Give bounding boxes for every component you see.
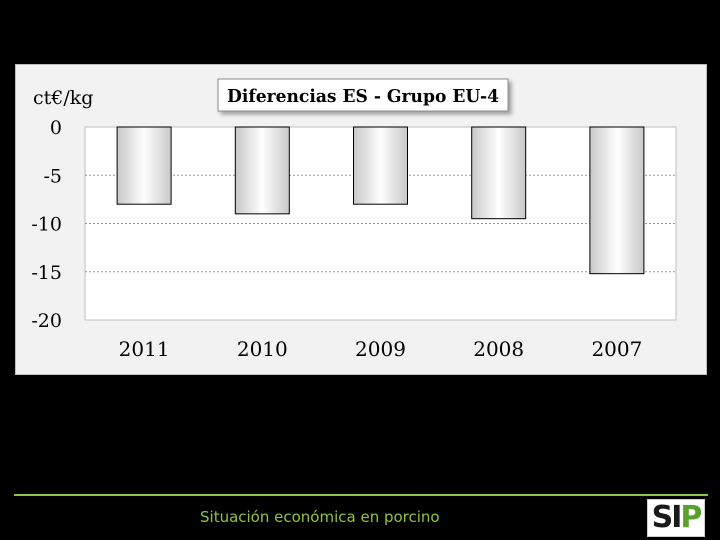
gridlines [85, 174, 676, 273]
sip-logo: SIP [647, 499, 705, 537]
y-tick-label: 0 [50, 117, 62, 139]
y-tick-label: -10 [31, 214, 62, 236]
footer-divider [14, 494, 708, 496]
y-tick-labels: 0 -5 -10 -15 -20 [31, 117, 62, 332]
y-tick-label: -5 [43, 165, 62, 187]
chart-title-box: Diferencias ES - Grupo EU-4 [217, 78, 509, 112]
y-axis-label: ct€/kg [33, 87, 93, 109]
x-tick-label: 2010 [237, 337, 288, 361]
x-tick-label: 2007 [591, 337, 642, 361]
bar-2011 [116, 126, 172, 205]
chart-title: Diferencias ES - Grupo EU-4 [227, 86, 499, 107]
x-tick-labels: 2011 2010 2009 2008 2007 [119, 337, 643, 361]
y-tick-label: -15 [31, 262, 62, 284]
bar-2009 [353, 126, 408, 205]
x-tick-label: 2009 [355, 337, 406, 361]
footer-title: Situación económica en porcino [200, 508, 440, 526]
bar-2007 [589, 126, 645, 275]
bar-chart: 0 -5 -10 -15 -20 2011 2010 2009 2008 2007 ct€/kg… [31, 78, 677, 361]
bar-2010 [234, 126, 290, 215]
bars [116, 126, 645, 275]
x-tick-label: 2008 [473, 337, 524, 361]
y-tick-label: -20 [31, 310, 62, 332]
bar-2008 [471, 126, 527, 220]
sip-logo-text: SIP [651, 500, 703, 535]
chart-panel: 0 -5 -10 -15 -20 2011 2010 2009 2008 2007 ct€/kg… [15, 64, 707, 375]
x-tick-label: 2011 [119, 337, 170, 361]
